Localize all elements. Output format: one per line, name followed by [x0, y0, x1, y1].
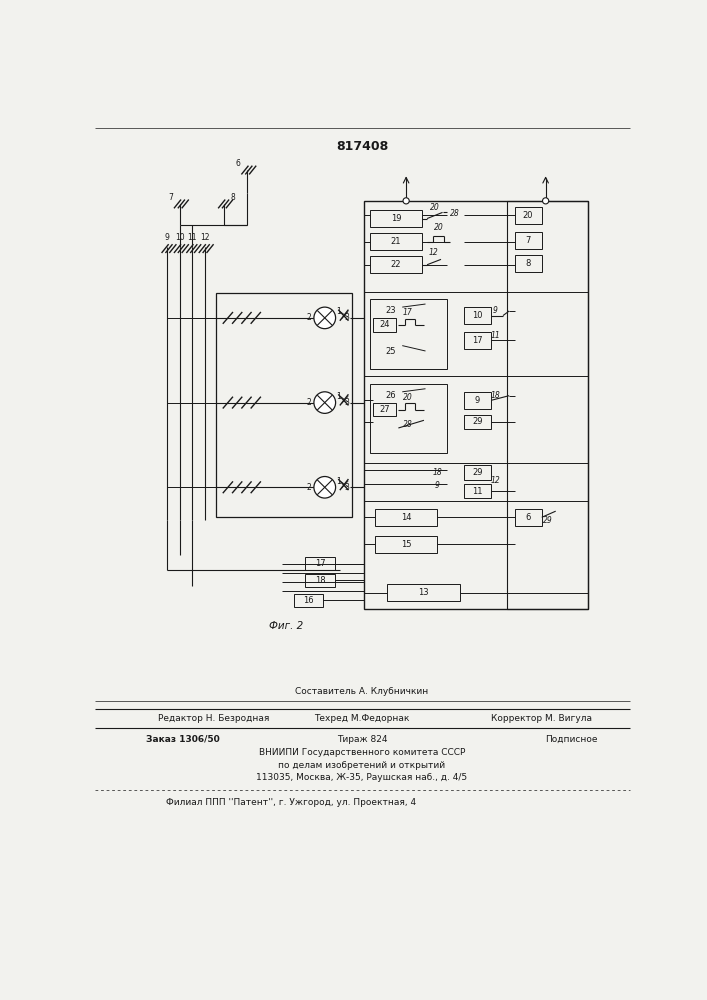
Bar: [370, 384, 448, 453]
Text: 9: 9: [493, 306, 498, 315]
Text: 113035, Москва, Ж-35, Раушская наб., д. 4/5: 113035, Москва, Ж-35, Раушская наб., д. …: [257, 773, 467, 782]
Text: 11: 11: [491, 331, 500, 340]
Bar: [370, 210, 422, 227]
Text: 13: 13: [418, 588, 428, 597]
Bar: [515, 255, 542, 272]
Text: ВНИИПИ Государственного комитета СССР: ВНИИПИ Государственного комитета СССР: [259, 748, 465, 757]
Text: 1: 1: [337, 392, 341, 401]
Text: 10: 10: [175, 233, 185, 242]
Bar: [293, 594, 323, 607]
Text: 2: 2: [306, 398, 311, 407]
Text: 20: 20: [522, 211, 533, 220]
Text: 14: 14: [401, 513, 411, 522]
Bar: [373, 318, 396, 332]
Bar: [515, 232, 542, 249]
Bar: [375, 536, 437, 553]
Text: 3: 3: [344, 398, 349, 407]
Text: 9: 9: [435, 481, 440, 490]
Text: 9: 9: [165, 233, 170, 242]
Bar: [387, 584, 460, 601]
Circle shape: [403, 198, 409, 204]
Text: 29: 29: [472, 417, 483, 426]
Text: 15: 15: [401, 540, 411, 549]
Text: Составитель А. Клубничкин: Составитель А. Клубничкин: [296, 687, 428, 696]
Text: 26: 26: [385, 391, 396, 400]
Text: 29: 29: [543, 516, 553, 525]
Circle shape: [314, 307, 336, 329]
Bar: [370, 256, 422, 273]
Text: 29: 29: [472, 468, 483, 477]
Bar: [305, 574, 335, 587]
Text: 10: 10: [472, 311, 483, 320]
Bar: [464, 415, 491, 429]
Text: Филиал ППП ''Патент'', г. Ужгород, ул. Проектная, 4: Филиал ППП ''Патент'', г. Ужгород, ул. П…: [166, 798, 416, 807]
Text: по делам изобретений и открытий: по делам изобретений и открытий: [279, 761, 445, 770]
Bar: [464, 332, 491, 349]
Text: 20: 20: [403, 393, 413, 402]
Text: 3: 3: [344, 313, 349, 322]
Text: 12: 12: [491, 476, 500, 485]
Bar: [370, 299, 448, 369]
Text: 2: 2: [306, 483, 311, 492]
Bar: [305, 557, 335, 570]
Bar: [216, 293, 352, 517]
Bar: [373, 403, 396, 416]
Text: 17: 17: [472, 336, 483, 345]
Text: Редактор Н. Безродная: Редактор Н. Безродная: [158, 714, 269, 723]
Text: Фиг. 2: Фиг. 2: [269, 621, 303, 631]
Text: 8: 8: [525, 259, 530, 268]
Text: Корректор М. Вигула: Корректор М. Вигула: [491, 714, 592, 723]
Text: 18: 18: [432, 468, 442, 477]
Bar: [363, 201, 588, 609]
Text: 28: 28: [403, 420, 413, 429]
Circle shape: [314, 392, 336, 413]
Text: 11: 11: [187, 233, 197, 242]
Text: 18: 18: [315, 576, 325, 585]
Text: 27: 27: [379, 405, 390, 414]
Text: 817408: 817408: [336, 140, 388, 153]
Text: 12: 12: [200, 233, 209, 242]
Bar: [464, 465, 491, 480]
Text: 23: 23: [385, 306, 396, 315]
Text: 19: 19: [391, 214, 402, 223]
Text: 7: 7: [168, 193, 173, 202]
Text: 11: 11: [472, 487, 483, 496]
Text: 3: 3: [344, 483, 349, 492]
Bar: [507, 201, 588, 609]
Text: Тираж 824: Тираж 824: [337, 735, 387, 744]
Text: 9: 9: [475, 396, 480, 405]
Text: 6: 6: [525, 513, 530, 522]
Text: 20: 20: [430, 203, 440, 212]
Text: 24: 24: [379, 320, 390, 329]
Bar: [375, 509, 437, 526]
Text: Техред М.Федорнак: Техред М.Федорнак: [315, 714, 409, 723]
Text: 7: 7: [525, 236, 530, 245]
Text: Заказ 1306/50: Заказ 1306/50: [146, 735, 221, 744]
Text: 16: 16: [303, 596, 314, 605]
Bar: [370, 233, 422, 250]
Text: 28: 28: [450, 209, 460, 218]
Text: 12: 12: [428, 248, 438, 257]
Bar: [515, 207, 542, 224]
Text: 22: 22: [391, 260, 402, 269]
Circle shape: [314, 477, 336, 498]
Text: 18: 18: [491, 391, 500, 400]
Text: 1: 1: [337, 307, 341, 316]
Text: 1: 1: [337, 477, 341, 486]
Text: 17: 17: [403, 308, 413, 317]
Bar: [464, 307, 491, 324]
Bar: [464, 392, 491, 409]
Bar: [515, 509, 542, 526]
Text: 2: 2: [306, 313, 311, 322]
Text: 25: 25: [385, 347, 396, 356]
Text: Подписное: Подписное: [546, 735, 598, 744]
Bar: [464, 484, 491, 498]
Text: 21: 21: [391, 237, 402, 246]
Circle shape: [542, 198, 549, 204]
Text: 8: 8: [231, 193, 235, 202]
Text: 6: 6: [235, 159, 240, 168]
Text: 17: 17: [315, 559, 325, 568]
Text: 20: 20: [434, 223, 443, 232]
